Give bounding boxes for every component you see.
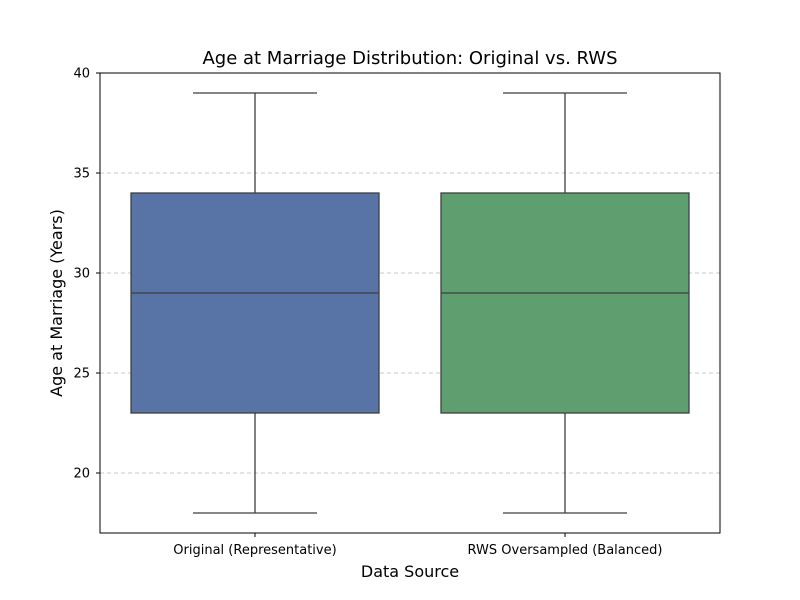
- y-axis-label: Age at Marriage (Years): [47, 209, 66, 397]
- box-plot-item: [440, 92, 690, 514]
- chart-title: Age at Marriage Distribution: Original v…: [202, 48, 617, 69]
- plot-frame: [99, 72, 721, 534]
- y-tick-label: 20: [73, 467, 90, 482]
- x-tick-label: Original (Representative): [173, 543, 336, 558]
- x-axis-ticks: Original (Representative) RWS Oversampled…: [173, 533, 662, 558]
- y-tick-label: 40: [73, 67, 90, 82]
- box-group: [130, 92, 690, 514]
- y-tick-label: 30: [73, 267, 90, 282]
- y-tick-label: 25: [73, 367, 90, 382]
- x-axis-label: Data Source: [361, 562, 459, 581]
- y-tick-label: 35: [73, 167, 90, 182]
- y-axis-ticks: 20 25 30 35 40: [73, 67, 100, 482]
- iqr-box: [130, 192, 380, 414]
- box-plot-item: [130, 92, 380, 514]
- x-tick-label: RWS Oversampled (Balanced): [468, 543, 663, 558]
- iqr-box: [440, 192, 690, 414]
